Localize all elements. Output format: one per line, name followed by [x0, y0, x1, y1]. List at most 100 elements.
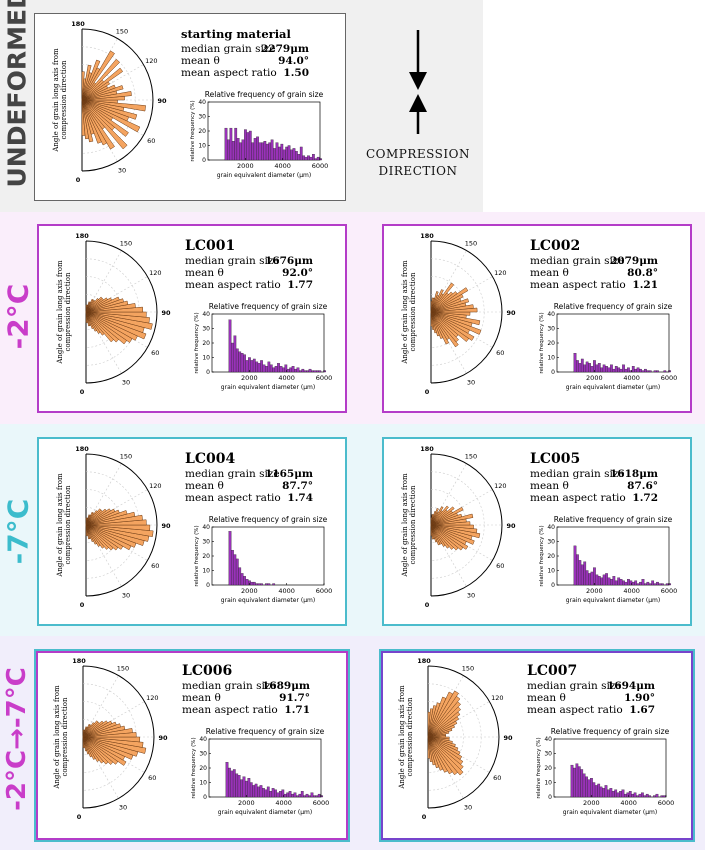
rose-bar [81, 99, 129, 137]
polar-tick-label: 0 [76, 176, 81, 184]
hist-bar [582, 773, 586, 798]
polar-tick-label: 120 [145, 57, 157, 65]
hist-bar [624, 793, 627, 798]
stat-label: mean θ [530, 267, 569, 279]
rose-bar [427, 736, 453, 744]
stat-label: mean aspect ratio [182, 704, 278, 716]
polar-tick-label: 60 [496, 562, 504, 570]
hist-bar [592, 782, 596, 798]
hist-bar [284, 364, 288, 373]
hist-ytick-label: 10 [544, 780, 552, 787]
polar-tick-label: 120 [149, 269, 161, 277]
hist-bar [575, 763, 579, 798]
polar-tick-label: 60 [148, 774, 156, 782]
hist-bar [597, 576, 601, 586]
hist-bar [644, 583, 647, 586]
hist-bar [290, 149, 293, 161]
rose-bar [81, 99, 141, 133]
polar-outline [81, 28, 154, 172]
hist-xlabel: grain equivalent diameter (μm) [566, 597, 660, 604]
hist-bar [622, 580, 625, 586]
hist-bar [628, 791, 632, 798]
rose-bar [430, 311, 481, 326]
hist-ytick-label: 10 [199, 780, 207, 787]
rose-bar [430, 517, 432, 526]
hist-xtick-label: 4000 [278, 374, 295, 382]
hist-bar [235, 773, 239, 798]
hist-bar [285, 146, 289, 161]
hist-bar [295, 151, 298, 161]
hist-bar [656, 581, 659, 586]
hist-xlabel: grain equivalent diameter (μm) [221, 384, 315, 391]
stat-label: median grain size [182, 680, 277, 692]
rose-bar [427, 736, 456, 748]
hist-ytick-label: 30 [199, 751, 207, 758]
hist-bar [227, 139, 230, 161]
hist-bar [602, 364, 606, 373]
hist-xtick-label: 6000 [316, 587, 333, 595]
polar-tick-label: 30 [467, 591, 475, 599]
hist-bar [595, 364, 599, 373]
hist-bar [631, 793, 635, 798]
hist-bar [634, 368, 638, 373]
hist-bar [283, 793, 287, 798]
hist-bar [636, 367, 640, 373]
hist-bar [291, 793, 294, 798]
polar-ylabel-line2: compression direction [64, 272, 72, 352]
hist-bar [271, 788, 275, 798]
polar-tick-label: 0 [425, 388, 430, 396]
polar-ylabel-line2: compression direction [409, 272, 417, 352]
hist-bar [588, 573, 591, 586]
polar-tick-label: 30 [119, 803, 127, 811]
hist-bar [594, 785, 598, 798]
panel-starting-material: 0 30 60 90 120 150 180 Angle of grain long axis… [34, 13, 346, 201]
hist-bar [573, 767, 576, 798]
polar-tick-label: 120 [146, 694, 158, 702]
hist-bar [641, 792, 644, 798]
hist-bar [317, 793, 321, 798]
polar-tick-label: 150 [117, 665, 129, 673]
polar-ylabel-line1: Angle of grain long axis from [56, 473, 64, 578]
polar-outline [430, 453, 503, 597]
hist-bar [624, 368, 628, 373]
polar-tick-label: 90 [506, 309, 516, 317]
polar-ylabel-line1: Angle of grain long axis from [52, 48, 60, 153]
polar-tick-label: 0 [80, 388, 85, 396]
hist-xlabel: grain equivalent diameter (μm) [217, 172, 311, 179]
rose-bar [427, 736, 464, 770]
compression-label-line1: COMPRESSION [366, 147, 470, 161]
hist-title: Relative frequency of grain size [554, 302, 673, 311]
rose-bar [430, 507, 439, 526]
hist-bar [243, 354, 246, 373]
hist-ytick-label: 40 [547, 311, 555, 318]
polar-ylabel-line1: Angle of grain long axis from [401, 260, 409, 365]
rose-bar [427, 702, 441, 738]
stat-value: 1.90° [624, 692, 655, 704]
polar-tick-label: 60 [496, 349, 504, 357]
panel-lc001: 0 30 60 90 120 150 180 Angle of grain long axis… [37, 224, 347, 413]
hist-bar [631, 366, 635, 373]
hist-bar [633, 792, 637, 798]
polar-tick-label: 90 [158, 734, 168, 742]
hist-bar [238, 567, 242, 586]
hist-bar [248, 357, 251, 373]
hist-bar [299, 146, 303, 161]
hist-bar [653, 583, 657, 586]
hist-ylabel: relative frequency (%) [194, 525, 200, 586]
hist-ytick-label: 20 [202, 340, 210, 347]
hist-title: Relative frequency of grain size [551, 727, 670, 736]
hist-bar [229, 127, 233, 161]
lc004-sample-name: LC004 [185, 451, 235, 467]
panel-lc007: 0 30 60 90 120 150 180 Angle of grain long axis… [379, 649, 695, 842]
panel-figure: 0 30 60 90 120 150 180 Angle of grain long axis… [401, 232, 677, 396]
hist-ytick-label: 0 [206, 369, 210, 376]
rose-bar [81, 99, 138, 120]
hist-bar [245, 579, 249, 586]
hist-bar [262, 364, 266, 373]
rose-bar [85, 304, 87, 313]
polar-outline [82, 665, 155, 809]
hist-bar [631, 581, 635, 586]
hist-xtick-label: 4000 [275, 799, 292, 807]
hist-bar [305, 793, 309, 798]
stat-value: 94.0° [278, 55, 309, 67]
